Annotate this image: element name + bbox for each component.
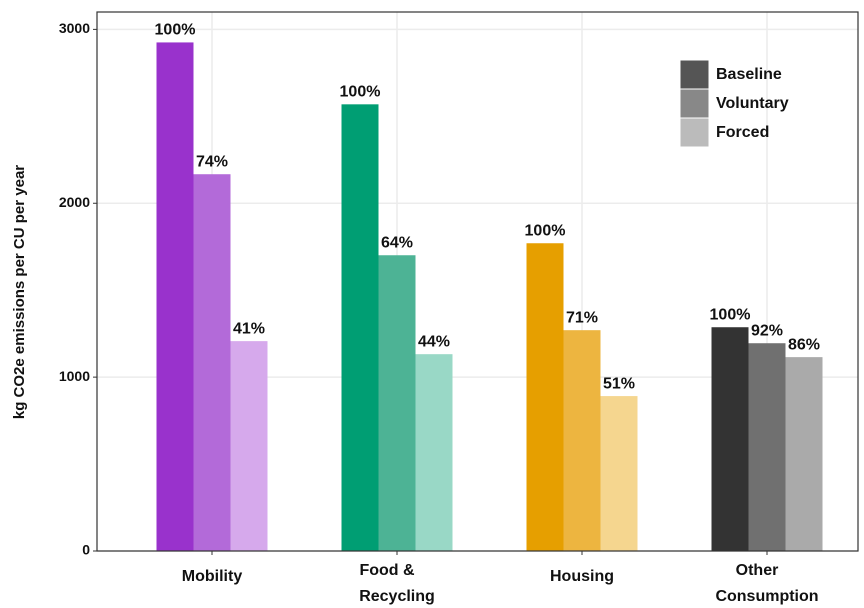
legend-label: Forced (716, 124, 769, 141)
x-tick-label: Mobility (182, 568, 243, 585)
bar-label: 51% (603, 375, 635, 392)
bar (785, 357, 823, 551)
bar (415, 354, 453, 551)
x-tick-label: Food & Recycling (359, 562, 435, 605)
bar-label: 100% (710, 306, 751, 323)
legend-label: Baseline (716, 66, 782, 83)
bar (748, 343, 786, 551)
bar-label: 100% (525, 222, 566, 239)
bar (711, 327, 749, 551)
bar-label: 44% (418, 333, 450, 350)
plot-border (96, 11, 859, 552)
x-tick-label: Other Consumption (715, 562, 818, 605)
bar-label: 86% (788, 336, 820, 353)
legend-swatch (679, 59, 710, 90)
bar-label: 100% (340, 84, 381, 101)
legend-swatch (679, 88, 710, 119)
bar (341, 104, 379, 551)
y-tick-label: 0 (82, 542, 90, 558)
legend-swatch (679, 117, 710, 148)
bar-label: 64% (381, 234, 413, 251)
bar (526, 243, 564, 551)
bar (378, 255, 416, 551)
legend-label: Voluntary (716, 95, 789, 112)
bar-label: 41% (233, 320, 265, 337)
y-tick-label: 2000 (59, 194, 90, 210)
y-axis-label: kg CO2e emissions per CU per year (11, 165, 28, 419)
x-tick-label: Housing (550, 568, 614, 585)
y-tick-label: 3000 (59, 20, 90, 36)
y-tick-label: 1000 (59, 368, 90, 384)
bar-label: 74% (196, 153, 228, 170)
bar-label: 100% (155, 22, 196, 39)
bar (600, 396, 638, 551)
bar (193, 174, 231, 551)
bar (156, 42, 194, 551)
bar (563, 330, 601, 551)
bar-label: 71% (566, 309, 598, 326)
bar (230, 341, 268, 551)
bar-label: 92% (751, 322, 783, 339)
